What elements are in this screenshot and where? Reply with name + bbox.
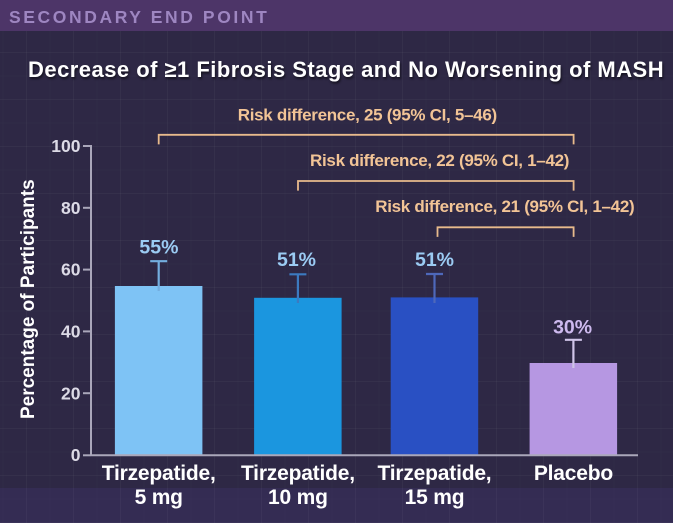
svg-text:100: 100 [51, 136, 80, 156]
svg-text:40: 40 [61, 322, 81, 342]
svg-text:15 mg: 15 mg [405, 486, 465, 509]
svg-text:5 mg: 5 mg [135, 486, 183, 509]
svg-text:80: 80 [61, 198, 81, 218]
svg-text:0: 0 [71, 445, 81, 465]
svg-text:30%: 30% [553, 317, 592, 339]
svg-text:55%: 55% [139, 236, 178, 258]
svg-text:Placebo: Placebo [534, 462, 613, 485]
svg-text:Risk difference, 21 (95% CI, 1: Risk difference, 21 (95% CI, 1–42) [375, 197, 634, 216]
svg-text:Percentage of Participants: Percentage of Participants [18, 179, 39, 419]
svg-text:60: 60 [61, 260, 81, 280]
svg-text:51%: 51% [277, 249, 316, 271]
svg-text:Tirzepatide,: Tirzepatide, [102, 462, 216, 485]
svg-text:20: 20 [61, 383, 81, 403]
svg-text:10 mg: 10 mg [268, 486, 328, 509]
svg-text:Tirzepatide,: Tirzepatide, [241, 462, 355, 485]
svg-text:Risk difference, 25 (95% CI, 5: Risk difference, 25 (95% CI, 5–46) [238, 106, 497, 125]
svg-text:Tirzepatide,: Tirzepatide, [378, 462, 492, 485]
svg-text:Risk difference, 22 (95% CI, 1: Risk difference, 22 (95% CI, 1–42) [310, 151, 569, 170]
svg-text:51%: 51% [415, 249, 454, 271]
